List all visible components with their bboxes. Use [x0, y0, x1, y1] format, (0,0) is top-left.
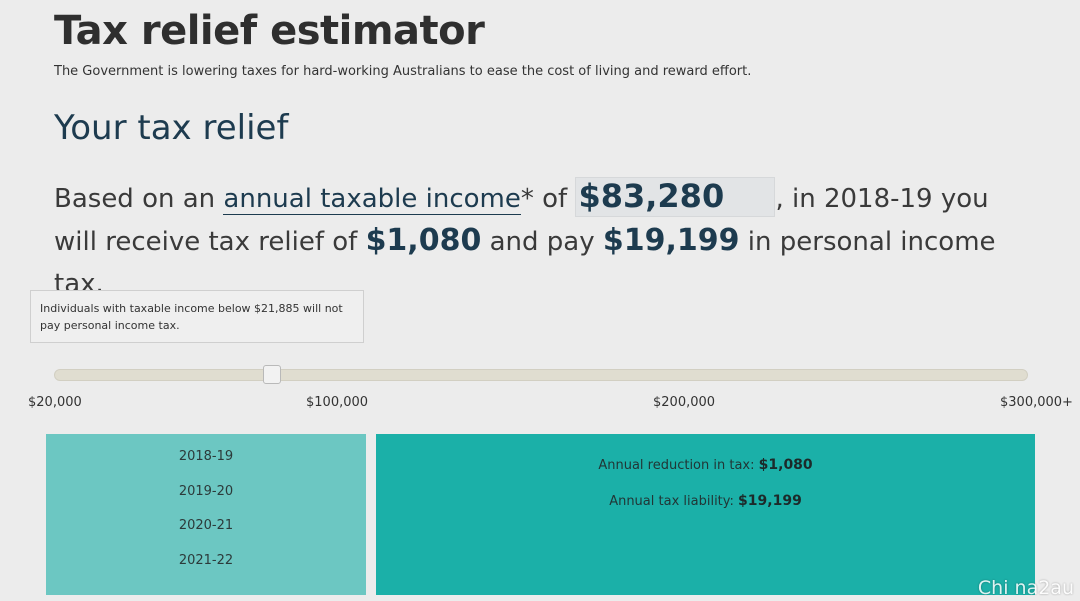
- slider-tick-300000: $300,000+: [1000, 395, 1073, 410]
- summary-text-3: , in 2018-19 you will receive tax relief…: [54, 184, 989, 257]
- results-panel: Annual reduction in tax: $1,080 Annual t…: [376, 434, 1035, 595]
- slider-tick-100000: $100,000: [306, 395, 369, 410]
- annual-reduction-label: Annual reduction in tax:: [598, 458, 759, 473]
- slider-tick-200000: $200,000: [653, 395, 716, 410]
- page-subtitle: The Government is lowering taxes for har…: [54, 64, 752, 79]
- watermark: Chi na2au: [977, 577, 1074, 599]
- annual-liability-line: Annual tax liability: $19,199: [376, 493, 1035, 509]
- section-heading: Your tax relief: [54, 108, 289, 148]
- page-title: Tax relief estimator: [54, 8, 485, 54]
- year-item-2020-21[interactable]: 2020-21: [178, 518, 234, 533]
- tax-summary: Based on an annual taxable income* of $8…: [54, 176, 1034, 305]
- summary-text-1: Based on an: [54, 184, 224, 214]
- income-slider-track[interactable]: [54, 369, 1028, 381]
- annual-taxable-income-link[interactable]: annual taxable income: [223, 184, 521, 215]
- relief-value: $1,080: [365, 223, 482, 258]
- income-input[interactable]: $83,280: [575, 176, 776, 217]
- tax-value: $19,199: [602, 223, 740, 258]
- annual-reduction-value: $1,080: [758, 457, 813, 473]
- tooltip: Individuals with taxable income below $2…: [30, 290, 364, 343]
- year-item-2021-22[interactable]: 2021-22: [178, 553, 234, 568]
- annual-reduction-line: Annual reduction in tax: $1,080: [376, 457, 1035, 473]
- year-item-2019-20[interactable]: 2019-20: [178, 484, 234, 499]
- annual-liability-label: Annual tax liability:: [609, 494, 739, 509]
- annual-liability-value: $19,199: [738, 493, 802, 509]
- slider-tick-20000: $20,000: [28, 395, 82, 410]
- years-panel: 2018-19 2019-20 2020-21 2021-22: [46, 434, 366, 595]
- summary-text-4: and pay: [481, 227, 603, 257]
- year-item-2018-19[interactable]: 2018-19: [178, 449, 234, 464]
- income-slider-thumb[interactable]: [263, 365, 282, 384]
- summary-text-2: * of: [520, 184, 576, 214]
